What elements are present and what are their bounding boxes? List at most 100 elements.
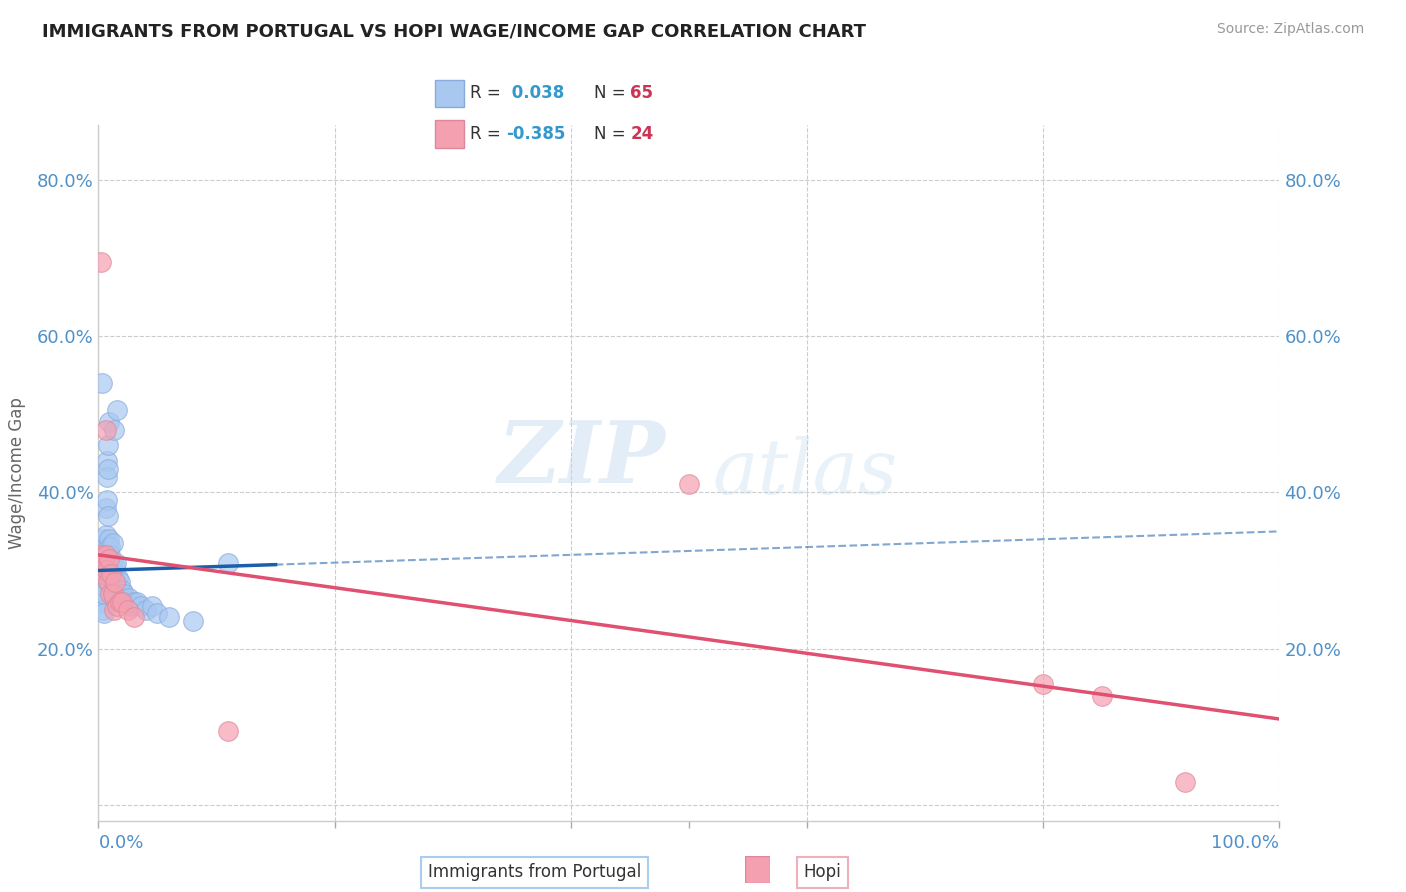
Text: 0.0%: 0.0% (98, 834, 143, 852)
Point (1091, 689, 1114, 703)
Point (118, 591, 141, 605)
Point (110, 587, 132, 601)
Point (115, 595, 138, 609)
Point (94, 571, 117, 585)
Text: Source: ZipAtlas.com: Source: ZipAtlas.com (1216, 22, 1364, 37)
Point (105, 599, 128, 613)
Point (94, 423, 117, 437)
Text: ZIP: ZIP (498, 417, 665, 500)
Point (135, 602, 157, 616)
Point (98, 579, 121, 593)
Point (96, 564, 118, 578)
Point (678, 477, 700, 491)
Point (112, 587, 135, 601)
Point (117, 602, 139, 616)
Point (98, 540, 121, 554)
Point (97, 575, 120, 590)
Point (108, 595, 131, 609)
Point (100, 567, 122, 582)
Point (98, 415, 121, 429)
Point (104, 575, 127, 590)
Point (112, 591, 135, 605)
Text: R =: R = (470, 85, 501, 103)
Point (91, 548, 114, 562)
Text: 100.0%: 100.0% (1212, 834, 1279, 852)
Point (104, 559, 127, 574)
Point (98, 551, 121, 566)
Point (157, 610, 180, 624)
Text: 24: 24 (630, 125, 654, 143)
Point (90, 254, 112, 268)
Point (91, 567, 114, 582)
Text: 0.038: 0.038 (506, 85, 565, 103)
Point (98, 564, 121, 578)
Point (93, 564, 115, 578)
Point (103, 423, 125, 437)
Point (217, 723, 239, 738)
Point (97, 540, 120, 554)
Point (103, 567, 125, 582)
Point (96, 556, 118, 570)
Point (107, 571, 129, 585)
Point (91, 575, 114, 590)
Point (100, 567, 122, 582)
Point (105, 587, 128, 601)
Point (107, 582, 129, 597)
Text: atlas: atlas (713, 436, 898, 509)
Point (108, 575, 131, 590)
Point (96, 493, 118, 508)
Point (93, 532, 115, 546)
Point (90, 551, 112, 566)
Point (141, 599, 163, 613)
Point (1032, 677, 1054, 691)
Point (96, 469, 118, 483)
Text: -0.385: -0.385 (506, 125, 565, 143)
Point (103, 591, 125, 605)
Point (98, 567, 121, 582)
Point (129, 599, 152, 613)
Point (96, 454, 118, 468)
Bar (436, 120, 464, 147)
Point (98, 551, 121, 566)
Point (101, 564, 124, 578)
Bar (436, 80, 464, 107)
Point (104, 575, 127, 590)
Point (98, 548, 121, 562)
Point (93, 579, 115, 593)
Point (97, 462, 120, 476)
Point (103, 579, 125, 593)
Point (122, 595, 145, 609)
Point (91, 567, 114, 582)
Text: N =: N = (593, 125, 626, 143)
Point (94, 548, 117, 562)
Point (146, 607, 169, 621)
Point (94, 548, 117, 562)
Text: IMMIGRANTS FROM PORTUGAL VS HOPI WAGE/INCOME GAP CORRELATION CHART: IMMIGRANTS FROM PORTUGAL VS HOPI WAGE/IN… (42, 22, 866, 40)
Point (94, 528, 117, 542)
Point (181, 615, 204, 629)
Point (105, 403, 128, 417)
Text: 65: 65 (630, 85, 654, 103)
Point (91, 582, 114, 597)
Point (97, 438, 120, 452)
Point (101, 587, 124, 601)
Point (93, 587, 115, 601)
Point (127, 595, 149, 609)
Text: R =: R = (470, 125, 501, 143)
Point (122, 610, 145, 624)
Point (91, 376, 114, 390)
Text: N =: N = (593, 85, 626, 103)
Text: Immigrants from Portugal: Immigrants from Portugal (427, 863, 641, 881)
Point (91, 595, 114, 609)
Point (217, 556, 239, 570)
Point (103, 602, 125, 616)
Point (100, 556, 122, 570)
Point (98, 532, 121, 546)
Point (98, 587, 121, 601)
Point (91, 602, 114, 616)
Point (97, 508, 120, 523)
Point (1174, 774, 1197, 789)
Point (111, 595, 134, 609)
Point (94, 500, 117, 515)
Text: Hopi: Hopi (804, 863, 841, 881)
